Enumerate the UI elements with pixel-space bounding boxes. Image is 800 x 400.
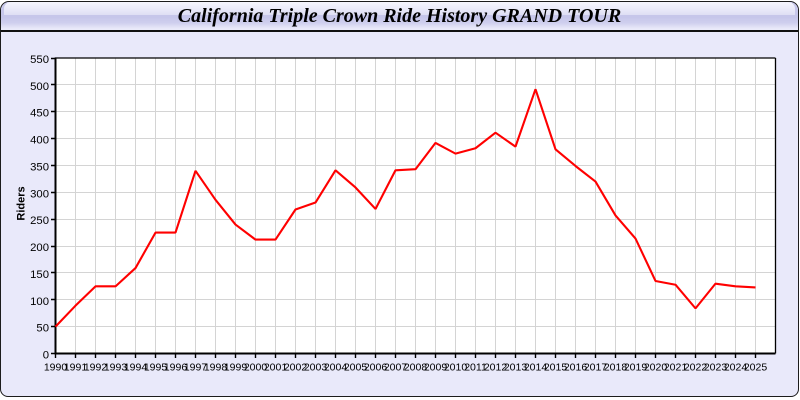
- svg-text:2008: 2008: [403, 361, 427, 373]
- svg-text:2014: 2014: [523, 361, 547, 373]
- svg-text:500: 500: [30, 80, 49, 92]
- svg-text:2024: 2024: [723, 361, 747, 373]
- svg-text:450: 450: [30, 107, 49, 119]
- svg-text:1997: 1997: [183, 361, 207, 373]
- svg-text:2005: 2005: [343, 361, 367, 373]
- svg-text:50: 50: [36, 322, 49, 334]
- svg-text:1994: 1994: [123, 361, 147, 373]
- svg-text:2007: 2007: [383, 361, 407, 373]
- svg-text:2009: 2009: [423, 361, 447, 373]
- svg-text:2022: 2022: [683, 361, 707, 373]
- svg-text:1998: 1998: [203, 361, 227, 373]
- svg-text:Riders: Riders: [15, 186, 27, 220]
- svg-text:2011: 2011: [464, 361, 487, 373]
- svg-text:2012: 2012: [483, 361, 507, 373]
- svg-text:2004: 2004: [323, 361, 347, 373]
- svg-text:2003: 2003: [303, 361, 327, 373]
- svg-text:2002: 2002: [283, 361, 307, 373]
- svg-text:2010: 2010: [443, 361, 467, 373]
- svg-text:1992: 1992: [83, 361, 107, 373]
- svg-text:250: 250: [30, 215, 49, 227]
- svg-text:1991: 1991: [63, 361, 87, 373]
- svg-text:2017: 2017: [583, 361, 607, 373]
- svg-text:2023: 2023: [703, 361, 727, 373]
- svg-text:2018: 2018: [603, 361, 627, 373]
- svg-text:1999: 1999: [223, 361, 247, 373]
- svg-text:300: 300: [30, 188, 49, 200]
- svg-text:2019: 2019: [623, 361, 647, 373]
- svg-text:2000: 2000: [243, 361, 267, 373]
- svg-text:0: 0: [42, 349, 48, 361]
- svg-text:1990: 1990: [43, 361, 67, 373]
- svg-text:350: 350: [30, 161, 49, 173]
- svg-text:100: 100: [30, 295, 49, 307]
- svg-text:150: 150: [30, 268, 49, 280]
- svg-text:1995: 1995: [143, 361, 167, 373]
- svg-text:1993: 1993: [103, 361, 127, 373]
- svg-text:2013: 2013: [503, 361, 527, 373]
- svg-text:2006: 2006: [363, 361, 387, 373]
- svg-text:2021: 2021: [663, 361, 687, 373]
- svg-text:1996: 1996: [163, 361, 187, 373]
- svg-text:2001: 2001: [263, 361, 287, 373]
- svg-text:550: 550: [30, 54, 49, 66]
- svg-text:400: 400: [30, 134, 49, 146]
- svg-text:200: 200: [30, 242, 49, 254]
- svg-text:2015: 2015: [543, 361, 567, 373]
- svg-text:2025: 2025: [743, 361, 767, 373]
- svg-text:2016: 2016: [563, 361, 587, 373]
- svg-text:2020: 2020: [643, 361, 667, 373]
